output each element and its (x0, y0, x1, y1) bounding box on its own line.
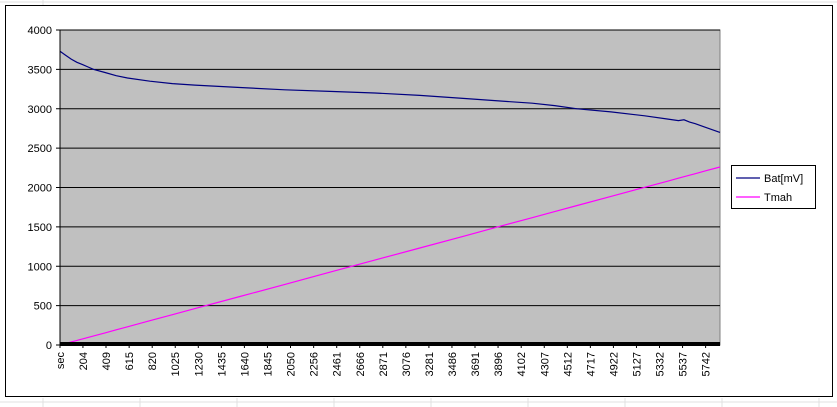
x-tick-label: 1230 (193, 352, 205, 376)
x-tick-label: 4307 (539, 352, 551, 376)
x-tick-label: 2666 (355, 352, 367, 376)
x-tick-label: 615 (124, 352, 136, 370)
x-tick-label: 4717 (585, 352, 597, 376)
y-tick-label: 2500 (28, 143, 52, 155)
legend-box (731, 165, 816, 209)
x-tick-label: 2871 (378, 352, 390, 376)
x-tick-label: 5742 (701, 352, 713, 376)
x-tick-label: 2050 (285, 352, 297, 376)
x-tick-label: 204 (78, 352, 90, 370)
legend: Bat[mV] Tmah (731, 165, 816, 209)
x-tick-label: 5127 (631, 352, 643, 376)
x-tick-label: 1845 (262, 352, 274, 376)
x-tick-label: 1435 (216, 352, 228, 376)
x-tick-label: 3281 (424, 352, 436, 376)
y-tick-label: 500 (34, 301, 52, 313)
y-tick-label: 3500 (28, 64, 52, 76)
series-line (59, 50, 721, 133)
x-tick-label: 2256 (309, 352, 321, 376)
y-tick-label: 4000 (28, 25, 52, 37)
series-line (59, 166, 721, 346)
x-tick-label: 820 (147, 352, 159, 370)
y-tick-label: 0 (46, 340, 52, 352)
legend-label: Tmah (764, 192, 792, 204)
x-tick-label: 3691 (470, 352, 482, 376)
y-tick-label: 2000 (28, 183, 52, 195)
legend-label: Bat[mV] (764, 173, 803, 185)
x-tick-label: 4102 (516, 352, 528, 376)
x-tick-label: 4922 (608, 352, 620, 376)
x-tick-label: 1025 (170, 352, 182, 376)
x-tick-label: 1640 (239, 352, 251, 376)
x-tick-label: 3486 (447, 352, 459, 376)
y-tick-label: 3000 (28, 104, 52, 116)
x-tick-label: 3076 (401, 352, 413, 376)
x-tick-label: 4512 (562, 352, 574, 376)
y-tick-label: 1500 (28, 222, 52, 234)
x-tick-label: 5537 (678, 352, 690, 376)
y-tick-label: 1000 (28, 261, 52, 273)
x-tick-label: 2461 (332, 352, 344, 376)
x-tick-label: 5332 (655, 352, 667, 376)
x-tick-label: sec (55, 352, 67, 370)
x-tick-label: 409 (101, 352, 113, 370)
x-tick-label: 3896 (493, 352, 505, 376)
